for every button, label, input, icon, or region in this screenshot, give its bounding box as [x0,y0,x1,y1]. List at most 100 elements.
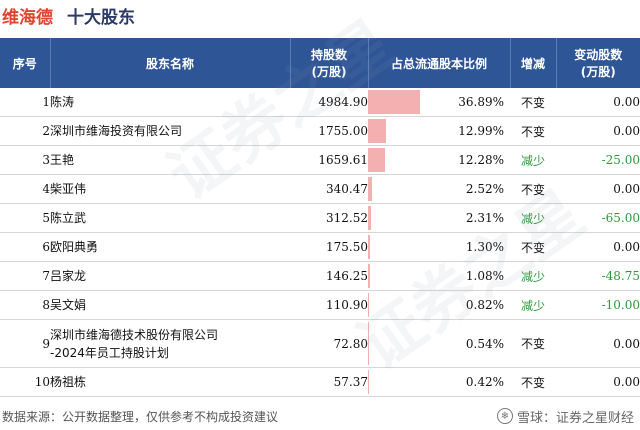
percentage-value: 2.52% [465,182,504,196]
cell-change: 不变 [510,319,556,368]
percentage-bar [368,90,421,114]
header-rank: 序号 [0,38,50,88]
table-row: 5 陈立武 312.52 2.31% 减少 -65.00 [0,203,640,233]
cell-percentage: 0.42% [368,367,510,397]
table-row: 7 吕家龙 146.25 1.08% 减少 -48.75 [0,261,640,291]
cell-delta-shares: -25.00 [556,145,640,175]
holder-name-line1: 深圳市维海投资有限公司 [50,124,183,138]
percentage-bar [368,322,369,365]
percentage-bar [368,206,372,230]
holder-name-line2: -2024年员工持股计划 [50,345,169,360]
holder-name-line1: 杨祖栋 [50,375,87,389]
cell-delta-shares: 0.00 [556,116,640,146]
table-header-row: 序号 股东名称 持股数 (万股) 占总流通股本比例 增减 变动股数 (万股) [0,38,640,88]
percentage-value: 2.31% [465,211,504,225]
cell-percentage: 12.99% [368,116,510,146]
cell-holder-name: 柴亚伟 [50,174,290,204]
percentage-bar [368,370,369,394]
percentage-bar [368,148,386,172]
cell-holder-name: 陈立武 [50,203,290,233]
percentage-value: 1.30% [465,240,504,254]
cell-rank: 4 [0,174,50,204]
cell-rank: 3 [0,145,50,175]
header-delta-line2: (万股) [580,65,616,79]
holder-name-line1: 深圳市维海德技术股份有限公司 [50,327,219,342]
cell-shares: 1755.00 [290,116,368,146]
percentage-value: 36.89% [458,95,504,109]
cell-change: 不变 [510,232,556,262]
cell-shares: 72.80 [290,319,368,368]
header-name: 股东名称 [49,38,290,88]
percentage-bar [368,119,387,143]
table-row: 8 吴文娟 110.90 0.82% 减少 -10.00 [0,290,640,320]
footer: 数据来源：公开数据整理，仅供参考不构成投资建议 ❄ 雪球：证券之星财经 [0,404,640,428]
cell-percentage: 2.52% [368,174,510,204]
cell-shares: 340.47 [290,174,368,204]
cell-change: 不变 [510,367,556,397]
holder-name-line1: 欧阳典勇 [50,240,99,254]
cell-holder-name: 吕家龙 [50,261,290,291]
cell-delta-shares: 0.00 [556,88,640,117]
table-row: 3 王艳 1659.61 12.28% 减少 -25.00 [0,145,640,175]
percentage-value: 12.99% [458,124,504,138]
cell-delta-shares: -65.00 [556,203,640,233]
table-row: 2 深圳市维海投资有限公司 1755.00 12.99% 不变 0.00 [0,116,640,146]
brand-label: 雪球：证券之星财经 [516,410,634,426]
cell-delta-shares: -48.75 [556,261,640,291]
page-title: 十大股东 [67,7,135,28]
cell-rank: 10 [0,367,50,397]
percentage-bar [368,293,370,317]
cell-percentage: 36.89% [368,88,510,117]
cell-change: 不变 [510,174,556,204]
cell-change: 减少 [510,203,556,233]
cell-change: 减少 [510,145,556,175]
header-pct: 占总流通股本比例 [367,38,510,88]
cell-percentage: 12.28% [368,145,510,175]
cell-shares: 4984.90 [290,88,368,117]
holder-name-line1: 王艳 [50,153,75,167]
cell-shares: 110.90 [290,290,368,320]
cell-holder-name: 杨祖栋 [50,367,290,397]
cell-delta-shares: 0.00 [556,174,640,204]
cell-change: 减少 [510,290,556,320]
cell-shares: 312.52 [290,203,368,233]
cell-change: 不变 [510,116,556,146]
table-row: 9 深圳市维海德技术股份有限公司 -2024年员工持股计划 72.80 0.54% 不变 0… [0,319,640,368]
company-name: 维海德 [2,7,53,28]
cell-delta-shares: 0.00 [556,367,640,397]
cell-shares: 1659.61 [290,145,368,175]
table-body: 1 陈涛 4984.90 36.89% 不变 0.00 2 深圳市维海投资有限公司 1755.0… [0,88,640,397]
header-shares-line2: (万股) [311,65,347,79]
cell-change: 不变 [510,88,556,117]
percentage-value: 0.42% [465,375,504,389]
cell-percentage: 0.82% [368,290,510,320]
percentage-bar [368,235,370,259]
holder-name-line1: 吴文娟 [50,298,87,312]
cell-rank: 2 [0,116,50,146]
percentage-value: 0.82% [465,298,504,312]
table-row: 4 柴亚伟 340.47 2.52% 不变 0.00 [0,174,640,204]
percentage-bar [368,177,372,201]
cell-holder-name: 深圳市维海德技术股份有限公司 -2024年员工持股计划 [50,319,290,368]
header-delta-line1: 变动股数 [574,48,623,62]
cell-shares: 57.37 [290,367,368,397]
cell-holder-name: 深圳市维海投资有限公司 [50,116,290,146]
header-change: 增减 [509,38,556,88]
cell-holder-name: 欧阳典勇 [50,232,290,262]
percentage-value: 1.08% [465,269,504,283]
cell-rank: 7 [0,261,50,291]
title-row: 维海德 十大股东 [0,0,640,30]
cell-delta-shares: 0.00 [556,319,640,368]
percentage-value: 12.28% [458,153,504,167]
table-row: 10 杨祖栋 57.37 0.42% 不变 0.00 [0,367,640,397]
cell-shares: 146.25 [290,261,368,291]
table-row: 1 陈涛 4984.90 36.89% 不变 0.00 [0,88,640,117]
cell-shares: 175.50 [290,232,368,262]
cell-delta-shares: -10.00 [556,290,640,320]
snowball-icon: ❄ [496,408,513,424]
cell-percentage: 0.54% [368,319,510,368]
cell-holder-name: 陈涛 [50,88,290,117]
cell-percentage: 2.31% [368,203,510,233]
cell-rank: 9 [0,319,50,368]
percentage-value: 0.54% [465,336,504,351]
